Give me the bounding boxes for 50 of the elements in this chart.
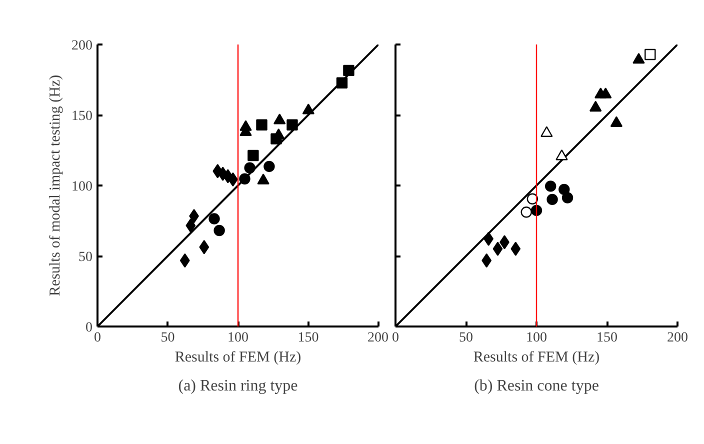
x-tick-label: 100	[228, 330, 248, 346]
point	[180, 253, 190, 268]
point	[336, 77, 348, 88]
point	[610, 116, 623, 127]
point	[244, 162, 256, 174]
x-tick-label: 200	[667, 330, 688, 346]
y-tick-label: 150	[72, 109, 92, 124]
x-tick-label: 50	[160, 330, 175, 346]
point	[540, 126, 553, 137]
y-tick-label: 0	[86, 320, 92, 336]
point	[248, 150, 259, 162]
point	[264, 160, 275, 172]
text: (a) Resin ring type	[178, 378, 298, 394]
x-tick-label: 150	[298, 330, 319, 346]
point	[256, 119, 268, 130]
point	[492, 242, 503, 256]
point	[526, 193, 538, 204]
text: (b) Resin cone type	[474, 378, 599, 394]
point	[482, 253, 492, 268]
point	[214, 224, 225, 236]
point	[599, 88, 612, 98]
point	[556, 150, 568, 160]
y-tick-label: 200	[72, 38, 92, 54]
y-tick-label: 50	[78, 250, 92, 265]
point	[199, 240, 210, 254]
point	[632, 52, 645, 64]
point	[558, 184, 570, 196]
point	[343, 64, 354, 76]
point	[302, 104, 314, 114]
point	[546, 194, 558, 206]
y-axis-title: Results of modal impact testing (Hz)	[48, 74, 64, 296]
x-tick-label: 100	[526, 330, 547, 346]
x-tick-label: 200	[368, 330, 388, 346]
point	[589, 100, 602, 112]
x-axis-title: Results of FEM (Hz)	[473, 350, 600, 366]
point	[239, 173, 250, 184]
x-axis-title: Results of FEM (Hz)	[174, 350, 302, 366]
point	[186, 218, 196, 233]
point	[545, 180, 556, 192]
x-tick-label: 0	[392, 330, 399, 346]
point	[520, 206, 532, 218]
point	[286, 119, 298, 130]
point	[273, 114, 286, 124]
point	[562, 192, 574, 204]
point	[510, 242, 521, 256]
x-tick-label: 50	[459, 330, 473, 346]
x-tick-label: 150	[596, 330, 618, 346]
point	[208, 213, 220, 224]
point	[257, 174, 270, 184]
y-tick-label: 100	[72, 180, 92, 194]
